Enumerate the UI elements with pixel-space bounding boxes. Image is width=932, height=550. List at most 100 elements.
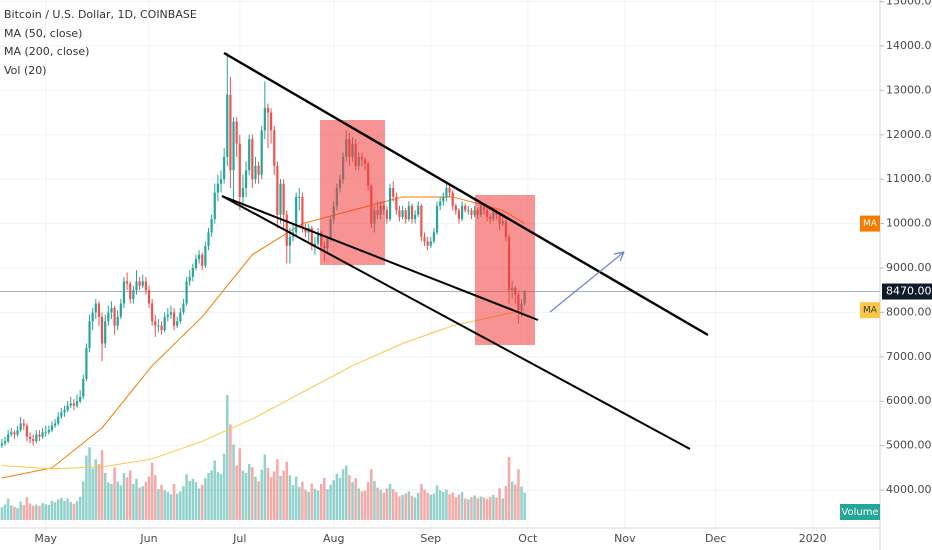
volume-bar: [260, 469, 263, 520]
candle-body: [116, 316, 119, 326]
y-tick-label: 15000.00: [886, 0, 932, 8]
volume-bar: [416, 492, 420, 520]
candle-body: [188, 276, 191, 282]
volume-bar: [100, 450, 104, 520]
volume-bar: [448, 494, 451, 520]
volume-bar: [407, 491, 411, 520]
volume-bar: [341, 469, 345, 520]
candle-body: [257, 165, 260, 175]
candle-body: [119, 303, 122, 317]
volume-bar: [200, 484, 204, 520]
candle-body: [219, 179, 223, 184]
volume-pane: [0, 395, 526, 520]
candle-body: [63, 410, 66, 413]
volume-bar: [88, 447, 91, 520]
candle-body: [47, 430, 50, 433]
candle-body: [166, 314, 169, 317]
volume-bar: [266, 467, 270, 520]
volume-bar: [385, 488, 389, 520]
candle-body: [160, 325, 163, 331]
candle-body: [216, 183, 219, 193]
candle-body: [423, 236, 426, 242]
candle-body: [448, 188, 451, 193]
candle-body: [10, 432, 13, 435]
volume-bar: [351, 482, 354, 520]
volume-bar: [279, 475, 282, 520]
candle-body: [88, 321, 91, 348]
volume-bar: [125, 477, 129, 520]
volume-bar: [276, 459, 279, 520]
ma-tag-label: MA: [863, 219, 878, 229]
candle-body: [392, 188, 395, 197]
volume-bar: [141, 486, 145, 520]
candle-body: [439, 201, 442, 206]
volume-bar: [435, 485, 439, 520]
volume-bar: [222, 453, 226, 520]
candle-body: [0, 443, 3, 446]
candle-body: [460, 205, 464, 220]
volume-bar: [251, 467, 254, 520]
volume-bar: [238, 448, 242, 520]
candle-body: [467, 210, 470, 212]
volume-bar: [316, 490, 320, 520]
x-tick-label: Oct: [518, 532, 538, 545]
volume-bar: [460, 492, 464, 520]
volume-bar: [160, 484, 163, 520]
volume-bar: [185, 474, 188, 520]
volume-bar: [157, 489, 160, 520]
candle-body: [35, 434, 38, 442]
volume-bar: [285, 461, 289, 520]
candle-body: [94, 303, 97, 313]
candle-body: [223, 156, 226, 180]
candle-body: [179, 312, 182, 322]
candle-body: [79, 396, 82, 402]
last-price-label: 8470.00: [886, 285, 932, 298]
volume-bar: [376, 487, 379, 520]
ma-tag-label: MA: [863, 306, 878, 316]
candle-body: [198, 254, 201, 260]
candle-body: [16, 430, 19, 435]
volume-bar: [169, 494, 173, 520]
volume-bar: [226, 395, 229, 520]
candle-body: [429, 241, 432, 246]
volume-bar: [16, 508, 19, 520]
volume-bar: [454, 497, 458, 520]
candle-body: [304, 228, 307, 233]
candle-body: [270, 112, 273, 131]
volume-bar: [482, 497, 486, 520]
volume-bar: [420, 483, 423, 520]
candle-body: [104, 321, 107, 344]
volume-bar: [172, 483, 176, 520]
volume-bar: [307, 492, 310, 520]
candle-body: [398, 210, 401, 217]
volume-bar: [35, 504, 38, 520]
candle-body: [66, 405, 69, 411]
candle-body: [132, 290, 135, 300]
volume-bar: [188, 481, 191, 520]
candle-body: [232, 121, 235, 171]
candle-body: [404, 210, 407, 220]
x-tick-label: Aug: [323, 532, 344, 545]
candle-body: [3, 441, 7, 444]
trend-line: [221, 195, 691, 450]
volume-bar: [210, 470, 213, 520]
candle-body: [147, 290, 151, 304]
x-tick-label: Nov: [614, 532, 636, 545]
candle-body: [464, 205, 467, 211]
volume-bar: [122, 472, 126, 520]
volume-bar: [391, 489, 395, 520]
volume-bar: [132, 483, 135, 520]
volume-bar: [229, 424, 232, 520]
chart-title: Bitcoin / U.S. Dollar, 1D, COINBASE: [4, 8, 197, 21]
volume-bar: [113, 467, 116, 520]
volume-bar: [442, 492, 445, 520]
volume-bar: [379, 489, 382, 520]
volume-tag: [840, 504, 880, 520]
volume-bar: [326, 489, 329, 520]
candle-body: [454, 205, 457, 211]
candle-body: [113, 307, 116, 326]
volume-bar: [398, 496, 401, 520]
volume-bar: [56, 499, 60, 520]
candle-body: [72, 403, 75, 406]
candle-body: [414, 214, 417, 220]
